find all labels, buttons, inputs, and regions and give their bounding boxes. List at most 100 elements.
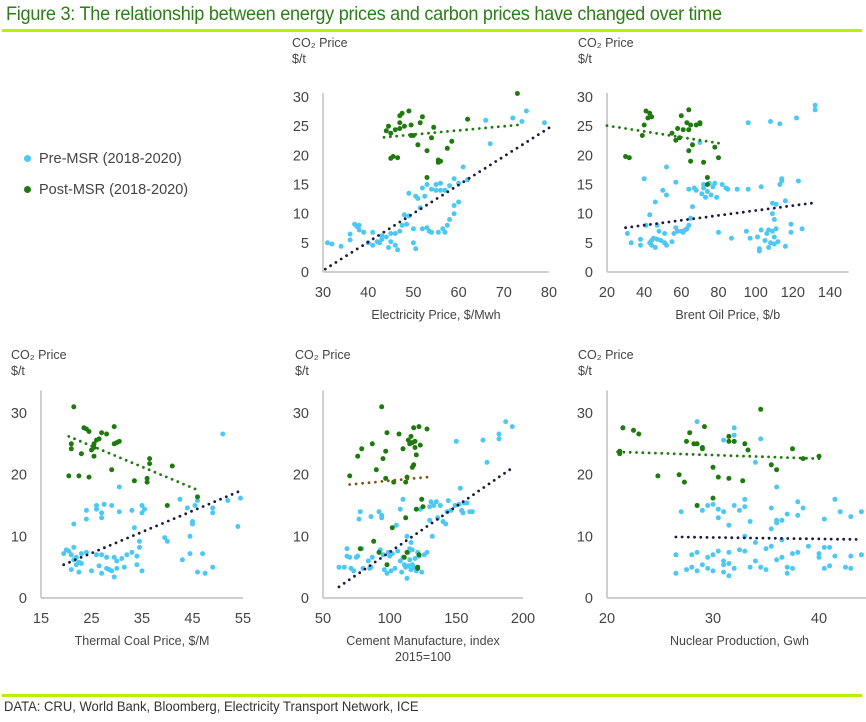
data-point-post <box>400 446 406 452</box>
x-axis-label: Cement Manufacture, index <box>346 634 500 648</box>
data-point-pre <box>388 231 394 236</box>
data-point-pre <box>699 562 705 568</box>
data-point-pre <box>673 552 679 558</box>
trendline-dot <box>786 537 790 540</box>
trendline-dot <box>797 203 801 207</box>
data-point-pre <box>790 551 795 557</box>
trendline-dot <box>499 156 503 160</box>
data-point-pre <box>404 533 410 539</box>
data-point-pre <box>94 503 99 508</box>
data-point-pre <box>858 552 864 558</box>
data-source-note: DATA: CRU, World Bank, Bloomberg, Electr… <box>4 698 419 714</box>
trendline-dot <box>425 525 429 528</box>
trendline-dot <box>425 203 428 207</box>
data-point-pre <box>235 524 241 529</box>
y-tick-label: 30 <box>293 90 309 106</box>
data-point-post <box>726 438 732 444</box>
y-tick-label: 5 <box>301 236 309 252</box>
data-point-pre <box>664 164 669 170</box>
data-point-pre <box>447 217 453 222</box>
trendline-dot <box>345 254 348 257</box>
trendline-dot <box>187 485 191 488</box>
y-axis-label: CO₂ Price <box>578 348 634 362</box>
data-point-post <box>699 445 705 450</box>
data-point-post <box>816 453 822 459</box>
data-point-pre <box>671 231 677 236</box>
data-point-pre <box>647 212 653 218</box>
data-point-post <box>643 108 649 114</box>
data-point-pre <box>503 419 509 425</box>
data-point-post <box>384 430 390 436</box>
trendline-dot <box>387 227 391 231</box>
trendline-dot <box>630 225 634 229</box>
data-point-pre <box>392 565 398 571</box>
data-point-pre <box>369 554 375 560</box>
trendline-dot <box>355 247 359 251</box>
data-point-post <box>413 452 419 458</box>
data-point-pre <box>381 567 387 573</box>
data-point-post <box>694 503 700 508</box>
data-point-post <box>390 154 396 159</box>
data-point-post <box>684 438 689 444</box>
data-point-pre <box>139 510 145 516</box>
data-point-pre <box>202 570 208 576</box>
data-point-pre <box>758 564 764 570</box>
trendline-dot <box>508 468 512 472</box>
data-point-pre <box>139 503 145 508</box>
trendline-pre <box>62 490 240 567</box>
data-point-post <box>91 453 97 459</box>
data-point-pre <box>775 239 781 245</box>
data-point-post <box>686 107 692 113</box>
trendline-dot <box>521 143 524 147</box>
data-point-pre <box>742 504 748 510</box>
data-point-pre <box>509 424 515 430</box>
trendline-dot <box>236 490 240 494</box>
trendline-dot <box>674 535 678 539</box>
trendline-dot <box>810 201 813 205</box>
trendline-dot <box>439 130 443 134</box>
trendline-dot <box>716 453 720 457</box>
data-point-post <box>71 404 77 410</box>
trendline-dot <box>805 537 808 541</box>
data-point-pre <box>76 569 82 575</box>
trendline-dot <box>754 209 758 212</box>
trendline-dot <box>754 455 758 458</box>
data-point-pre <box>708 192 714 198</box>
data-point-post <box>68 441 74 447</box>
trendline-dot <box>366 240 370 244</box>
trendline-dot <box>458 128 462 132</box>
trendline-dot <box>446 510 449 514</box>
trendline-dot <box>483 166 487 170</box>
trendline-dot <box>461 500 465 504</box>
data-point-pre <box>726 561 732 566</box>
data-point-pre <box>195 569 200 575</box>
x-tick-label: 30 <box>315 285 331 301</box>
trendline-dot <box>666 452 670 455</box>
data-point-pre <box>419 226 425 232</box>
y-axis-unit: $/t <box>578 364 592 378</box>
trendline-dot <box>605 124 609 127</box>
trendline-dot <box>79 556 83 559</box>
data-point-pre <box>400 496 406 502</box>
y-tick-label: 30 <box>577 90 593 106</box>
data-point-post <box>710 464 716 470</box>
data-point-post <box>86 474 92 480</box>
trendline-dot <box>399 542 403 546</box>
trendline-dot <box>761 536 765 540</box>
data-point-post <box>712 144 718 150</box>
data-point-pre <box>710 501 716 507</box>
data-point-pre <box>370 229 376 235</box>
data-point-pre <box>480 437 486 443</box>
data-point-pre <box>694 419 700 425</box>
data-point-pre <box>116 509 122 515</box>
trendline-dot <box>456 503 460 507</box>
trendline-dot <box>686 218 689 221</box>
y-tick-label: 30 <box>293 406 309 422</box>
trendline-dot <box>367 481 371 485</box>
trendline-dot <box>166 519 170 523</box>
trendline-dot <box>704 453 708 457</box>
data-point-pre <box>405 563 411 569</box>
data-point-post <box>147 456 153 462</box>
data-point-pre <box>519 119 525 124</box>
